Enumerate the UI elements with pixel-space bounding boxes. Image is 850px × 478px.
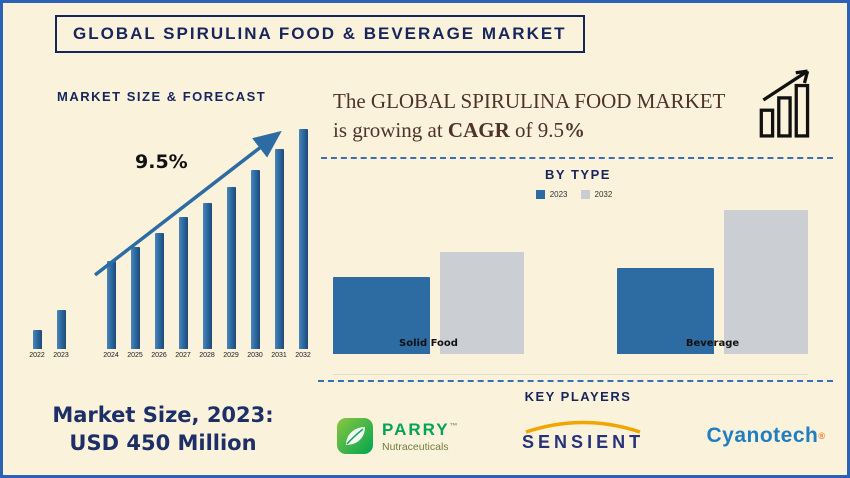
forecast-bar-label: 2030: [247, 352, 263, 359]
market-size-caption: Market Size, 2023: USD 450 Million: [11, 401, 315, 458]
forecast-bar-group: 2023: [49, 117, 73, 359]
forecast-bar-group: 2030: [243, 117, 267, 359]
bytype-bar-2032: [724, 210, 808, 354]
keyplayers-heading: KEY PLAYERS: [524, 389, 632, 404]
growth-chart-icon: [759, 69, 810, 138]
market-size-line2: USD 450 Million: [69, 431, 257, 456]
forecast-bar-label: 2026: [151, 352, 167, 359]
forecast-bar-label: 2028: [199, 352, 215, 359]
forecast-bar-2027: [178, 217, 188, 349]
parry-tm: ™: [449, 420, 460, 430]
divider-top: [321, 157, 833, 159]
logo-cyanotech: Cyanotech ®: [707, 424, 826, 448]
forecast-bar-group: 2024: [99, 117, 123, 359]
page-title: GLOBAL SPIRULINA FOOD & BEVERAGE MARKET: [55, 15, 585, 53]
forecast-bar-2023: [56, 310, 66, 349]
headline-text: The GLOBAL SPIRULINA FOOD MARKET is grow…: [333, 89, 726, 143]
bytype-bar-2032: [440, 252, 524, 354]
forecast-bar-label: 2025: [127, 352, 143, 359]
forecast-bar-2026: [154, 233, 164, 349]
forecast-bar-2028: [202, 203, 212, 349]
cagr-label: 9.5%: [135, 151, 188, 173]
forecast-bar-group: 2022: [25, 117, 49, 359]
forecast-bar-2022: [32, 330, 42, 349]
headline-text2: of 9.5: [509, 118, 564, 143]
forecast-bar-label: 2032: [295, 352, 311, 359]
page-title-text: GLOBAL SPIRULINA FOOD & BEVERAGE MARKET: [73, 24, 567, 43]
bytype-chart: Solid Food Beverage: [333, 205, 808, 375]
forecast-chart: 2022 2023 2024 2025 2026 2027 2028 2029 2030 2031…: [17, 113, 311, 365]
parry-wordmark: PARRY™ Nutraceuticals: [382, 420, 460, 453]
parry-leaf-icon: [337, 418, 373, 454]
headline: The GLOBAL SPIRULINA FOOD MARKET is grow…: [333, 87, 743, 146]
forecast-bar-group: 2028: [195, 117, 219, 359]
parry-name: PARRY™: [382, 420, 460, 440]
bytype-group: Solid Food: [333, 206, 524, 354]
forecast-bar-2030: [250, 170, 260, 349]
bytype-group: Beverage: [617, 206, 808, 354]
forecast-bar-group: 2032: [291, 117, 315, 359]
bytype-heading: BY TYPE: [545, 167, 611, 182]
bytype-bars: [617, 206, 808, 354]
forecast-bar-2025: [130, 247, 140, 349]
forecast-bar-group: 2031: [267, 117, 291, 359]
forecast-heading: MARKET SIZE & FORECAST: [57, 89, 267, 104]
sensient-swoosh-icon: [525, 420, 641, 434]
forecast-bar-group: 2025: [123, 117, 147, 359]
forecast-bar-label: 2031: [271, 352, 287, 359]
key-players-row: PARRY™ Nutraceuticals SENSIENT Cyanotech…: [328, 405, 833, 467]
legend-label-2023: 2023: [549, 190, 568, 199]
bytype-legend: 2023 2032: [318, 190, 838, 199]
headline-pct: %: [564, 118, 585, 143]
legend-label-2032: 2032: [594, 190, 613, 199]
bytype-category-label: Beverage: [685, 338, 740, 349]
forecast-bar-2029: [226, 187, 236, 349]
market-size-line1: Market Size, 2023:: [52, 403, 274, 427]
legend-swatch-2032: [580, 190, 590, 199]
bytype-bars: [333, 206, 524, 354]
forecast-bar-group: 2029: [219, 117, 243, 359]
cyanotech-reg: ®: [818, 431, 825, 441]
forecast-bar-label: 2022: [29, 352, 45, 359]
forecast-bar-label: 2029: [223, 352, 239, 359]
headline-cagr: CAGR: [447, 118, 510, 143]
bytype-bar-2023: [617, 268, 714, 354]
logo-sensient: SENSIENT: [522, 420, 644, 453]
forecast-bar-label: 2024: [103, 352, 119, 359]
divider-bottom: [318, 380, 833, 382]
parry-name-text: PARRY: [382, 419, 450, 439]
legend-swatch-2023: [535, 190, 545, 199]
parry-subtitle: Nutraceuticals: [382, 440, 449, 453]
cyanotech-name: Cyanotech: [706, 424, 819, 447]
forecast-bar-2032: [298, 129, 308, 349]
forecast-bar-2024: [106, 261, 116, 349]
logo-parry: PARRY™ Nutraceuticals: [336, 417, 460, 455]
bytype-bar-2023: [333, 277, 430, 354]
forecast-bar-2031: [274, 149, 284, 349]
forecast-bar-label: 2023: [53, 352, 69, 359]
sensient-name: SENSIENT: [522, 431, 645, 452]
forecast-bar-group: 2026: [147, 117, 171, 359]
bytype-category-label: Solid Food: [399, 338, 458, 349]
forecast-bar-label: 2027: [175, 352, 191, 359]
forecast-bar-group: 2027: [171, 117, 195, 359]
